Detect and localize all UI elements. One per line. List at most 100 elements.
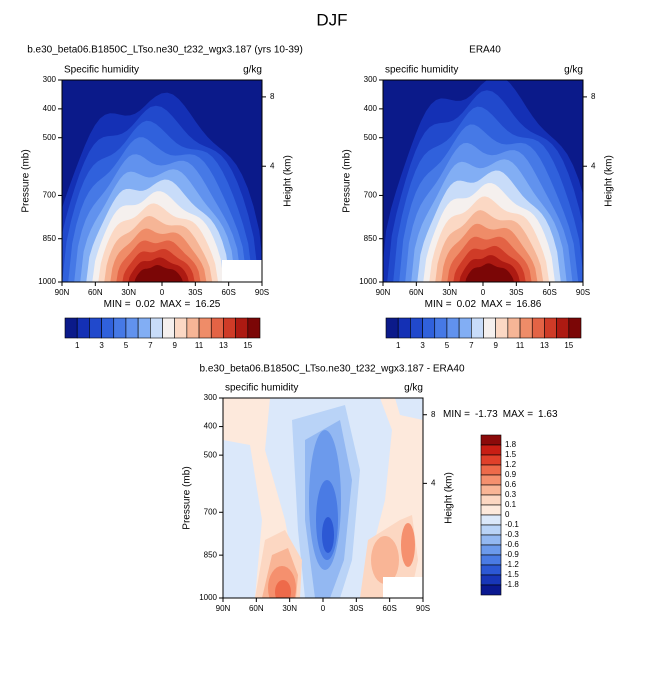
y-axis-label: Pressure (mb): [182, 466, 193, 529]
contour-band: [465, 263, 514, 282]
missing-data: [383, 577, 423, 598]
missing-data: [222, 260, 262, 282]
colorbar-box: [210, 317, 224, 339]
x-tick-label: 90S: [255, 288, 269, 297]
y-tick-label: 1000: [359, 277, 377, 286]
colorbar-box: [76, 317, 90, 339]
max-label: MAX =: [503, 409, 533, 420]
variable-label: Specific humidity: [64, 65, 139, 76]
colorbar-box: [480, 434, 502, 446]
colorbar-label: 5: [124, 341, 129, 350]
y2-tick-label: 4: [270, 161, 275, 170]
min-max: MIN = 0.02 MAX = 16.86: [425, 299, 542, 310]
max-value: 1.63: [538, 409, 558, 420]
units-label: g/kg: [243, 65, 262, 76]
x-tick-label: 0: [321, 604, 326, 613]
colorbar-box: [247, 317, 261, 339]
y2-axis-label: Height (km): [444, 472, 455, 524]
colorbar-label: 1.2: [505, 460, 517, 469]
max-label: MAX =: [481, 299, 511, 310]
colorbar-box: [446, 317, 460, 339]
colorbar-box: [544, 317, 557, 339]
colorbar-label: -1.5: [505, 570, 519, 579]
colorbar-label: -0.1: [505, 520, 519, 529]
y-tick-label: 850: [43, 234, 57, 243]
colorbar-box: [480, 514, 502, 526]
colorbar-box: [480, 584, 502, 596]
min-value: 0.02: [457, 299, 477, 310]
colorbar-box: [507, 317, 521, 339]
y-tick-label: 700: [43, 191, 57, 200]
x-tick-label: 0: [160, 288, 165, 297]
x-tick-label: 90N: [376, 288, 391, 297]
contour-band: [322, 517, 334, 553]
colorbar-box: [568, 317, 582, 339]
y-tick-label: 700: [204, 507, 218, 516]
colorbar-box: [137, 317, 151, 339]
colorbar-label: 15: [243, 341, 252, 350]
colorbar-label: 3: [420, 341, 425, 350]
colorbar-box: [150, 317, 163, 339]
y2-tick-label: 8: [431, 410, 436, 419]
colorbar-box: [480, 464, 502, 476]
y-axis-label: Pressure (mb): [21, 149, 32, 212]
x-tick-label: 90N: [216, 604, 231, 613]
colorbar-label: 5: [445, 341, 450, 350]
colorbar-label: 3: [99, 341, 104, 350]
panel-title: b.e30_beta06.B1850C_LTso.ne30_t232_wgx3.…: [199, 364, 464, 375]
min-max: MIN = 0.02 MAX = 16.25: [104, 299, 221, 310]
x-tick-label: 90S: [576, 288, 590, 297]
y-tick-label: 400: [204, 422, 218, 431]
y2-tick-label: 4: [591, 161, 596, 170]
y-tick-label: 1000: [38, 277, 56, 286]
colorbar-label: 15: [564, 341, 573, 350]
colorbar-label: 13: [540, 341, 549, 350]
colorbar-label: 1: [396, 341, 401, 350]
colorbar-label: -0.3: [505, 530, 519, 539]
min-value: 0.02: [136, 299, 156, 310]
x-tick-label: 60N: [88, 288, 103, 297]
colorbar-box: [397, 317, 411, 339]
y-tick-label: 500: [364, 133, 378, 142]
colorbar-label: 9: [493, 341, 498, 350]
colorbar-label: 11: [195, 341, 204, 350]
contour-band: [395, 398, 423, 420]
y-tick-label: 400: [43, 104, 57, 113]
colorbar-box: [385, 317, 399, 339]
colorbar-box: [101, 317, 115, 339]
y-tick-label: 850: [204, 550, 218, 559]
colorbar-box: [235, 317, 249, 339]
contour-band: [223, 440, 262, 598]
y-tick-label: 400: [364, 104, 378, 113]
colorbar-box: [174, 317, 188, 339]
colorbar-label: 0.1: [505, 500, 517, 509]
colorbar-box: [480, 554, 502, 566]
colorbar-box: [162, 317, 175, 339]
colorbar-box: [186, 317, 200, 339]
panel-title: b.e30_beta06.B1850C_LTso.ne30_t232_wgx3.…: [27, 45, 303, 56]
y-axis-label: Pressure (mb): [342, 149, 353, 212]
colorbar-box: [480, 474, 502, 486]
colorbar-box: [223, 317, 236, 339]
colorbar-box: [471, 317, 484, 339]
x-tick-label: 30S: [509, 288, 523, 297]
contour-field: [223, 398, 423, 598]
colorbar-box: [480, 564, 502, 576]
contour-band: [401, 523, 415, 567]
min-label: MIN =: [425, 299, 452, 310]
colorbar-label: 0: [505, 510, 510, 519]
colorbar-box: [531, 317, 545, 339]
y-tick-label: 500: [204, 450, 218, 459]
y-tick-label: 300: [364, 75, 378, 84]
colorbar-box: [113, 317, 127, 339]
contour-field: [62, 80, 262, 282]
max-value: 16.25: [195, 299, 220, 310]
panel-title: ERA40: [469, 45, 501, 56]
colorbar-box: [410, 317, 423, 339]
colorbar-label: 1: [75, 341, 80, 350]
colorbar-label: 9: [172, 341, 177, 350]
x-tick-label: 60N: [249, 604, 264, 613]
colorbar-label: 0.9: [505, 470, 517, 479]
y2-tick-label: 4: [431, 478, 436, 487]
contour-band: [275, 580, 291, 598]
